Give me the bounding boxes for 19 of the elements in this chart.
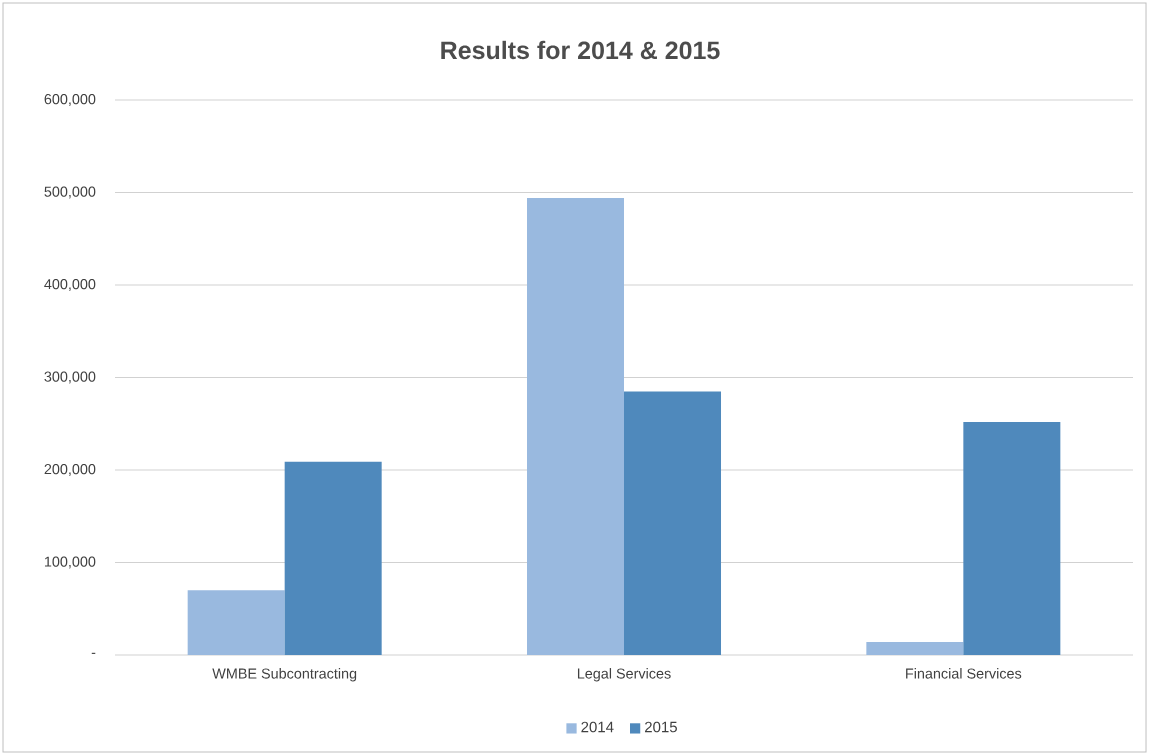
- bar: [527, 198, 625, 655]
- legend-label: 2015: [645, 721, 677, 733]
- y-tick-label: 400,000: [44, 279, 96, 291]
- y-tick-label: 100,000: [44, 556, 96, 569]
- bar: [187, 590, 285, 655]
- y-tick-label: 500,000: [44, 186, 96, 199]
- y-tick-label: 200,000: [44, 464, 96, 476]
- x-tick-label: WMBE Subcontracting: [212, 668, 357, 682]
- chart-title: Results for 2014 & 2015: [441, 40, 720, 60]
- y-tick-label: 600,000: [44, 94, 96, 106]
- bar: [963, 421, 1061, 655]
- bar: [866, 642, 964, 655]
- legend-label: 2014: [581, 721, 614, 733]
- y-tick-label: -: [91, 652, 96, 654]
- y-tick-label: 300,000: [44, 371, 96, 384]
- x-tick-label: Financial Services: [906, 668, 1022, 679]
- bar: [284, 461, 382, 655]
- bar: [624, 391, 722, 655]
- x-tick-label: Legal Services: [577, 668, 671, 682]
